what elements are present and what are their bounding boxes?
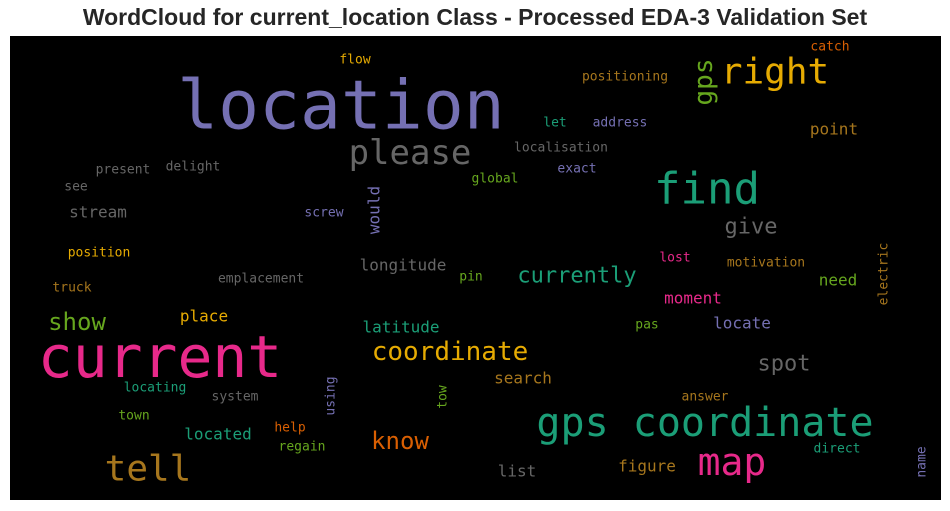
wordcloud-canvas: location current gps coordinate find right ma… (10, 36, 941, 500)
word-gps-coordinate: gps coordinate (536, 400, 873, 446)
word-located: located (184, 425, 251, 444)
word-point: point (810, 120, 858, 139)
word-current: current (38, 323, 282, 391)
word-emplacement: emplacement (218, 272, 304, 287)
word-place: place (180, 307, 228, 326)
word-tell: tell (105, 449, 192, 490)
word-locate: locate (713, 314, 771, 333)
word-give: give (725, 215, 778, 240)
word-using: using (324, 376, 339, 415)
word-positioning: positioning (582, 70, 668, 85)
word-global: global (472, 172, 519, 187)
word-flow: flow (339, 53, 370, 68)
word-town: town (118, 409, 149, 424)
word-pas: pas (635, 318, 658, 333)
word-need: need (819, 271, 858, 290)
word-screw: screw (304, 206, 343, 221)
word-see: see (64, 180, 88, 195)
word-figure: figure (618, 457, 676, 476)
word-map: map (698, 440, 767, 484)
word-lost: lost (659, 251, 690, 266)
word-electric: electric (877, 243, 892, 306)
word-motivation: motivation (727, 256, 805, 271)
word-coordinate: coordinate (372, 337, 529, 367)
word-catch: catch (810, 40, 849, 55)
word-search: search (494, 369, 552, 388)
word-spot: spot (758, 352, 811, 377)
word-truck: truck (52, 281, 91, 296)
word-localisation: localisation (514, 141, 608, 156)
chart-title: WordCloud for current_location Class - P… (82, 4, 868, 30)
wordcloud-svg: location current gps coordinate find right ma… (38, 40, 930, 490)
word-stream: stream (69, 203, 127, 222)
word-address: address (593, 116, 648, 131)
word-let: let (543, 116, 566, 131)
word-moment: moment (664, 289, 722, 308)
word-pin: pin (459, 270, 482, 285)
word-find: find (654, 164, 760, 215)
word-show: show (48, 308, 106, 336)
word-regain: regain (279, 440, 326, 455)
word-present: present (96, 163, 151, 178)
word-exact: exact (557, 162, 596, 177)
word-tow: tow (436, 385, 451, 409)
word-help: help (274, 421, 305, 436)
word-currently: currently (517, 264, 636, 289)
word-system: system (212, 390, 259, 405)
word-locating: locating (124, 381, 187, 396)
word-longitude: longitude (360, 256, 447, 275)
word-list: list (498, 462, 537, 481)
word-direct: direct (814, 442, 861, 457)
word-latitude: latitude (362, 318, 439, 337)
word-location: location (177, 67, 505, 146)
word-would: would (365, 186, 384, 234)
word-right: right (721, 52, 829, 93)
word-name: name (915, 446, 930, 477)
word-gps: gps (689, 59, 719, 106)
word-position: position (68, 246, 131, 261)
word-know: know (371, 427, 429, 455)
word-delight: delight (166, 160, 221, 175)
word-answer: answer (682, 390, 729, 405)
word-please: please (349, 133, 472, 173)
